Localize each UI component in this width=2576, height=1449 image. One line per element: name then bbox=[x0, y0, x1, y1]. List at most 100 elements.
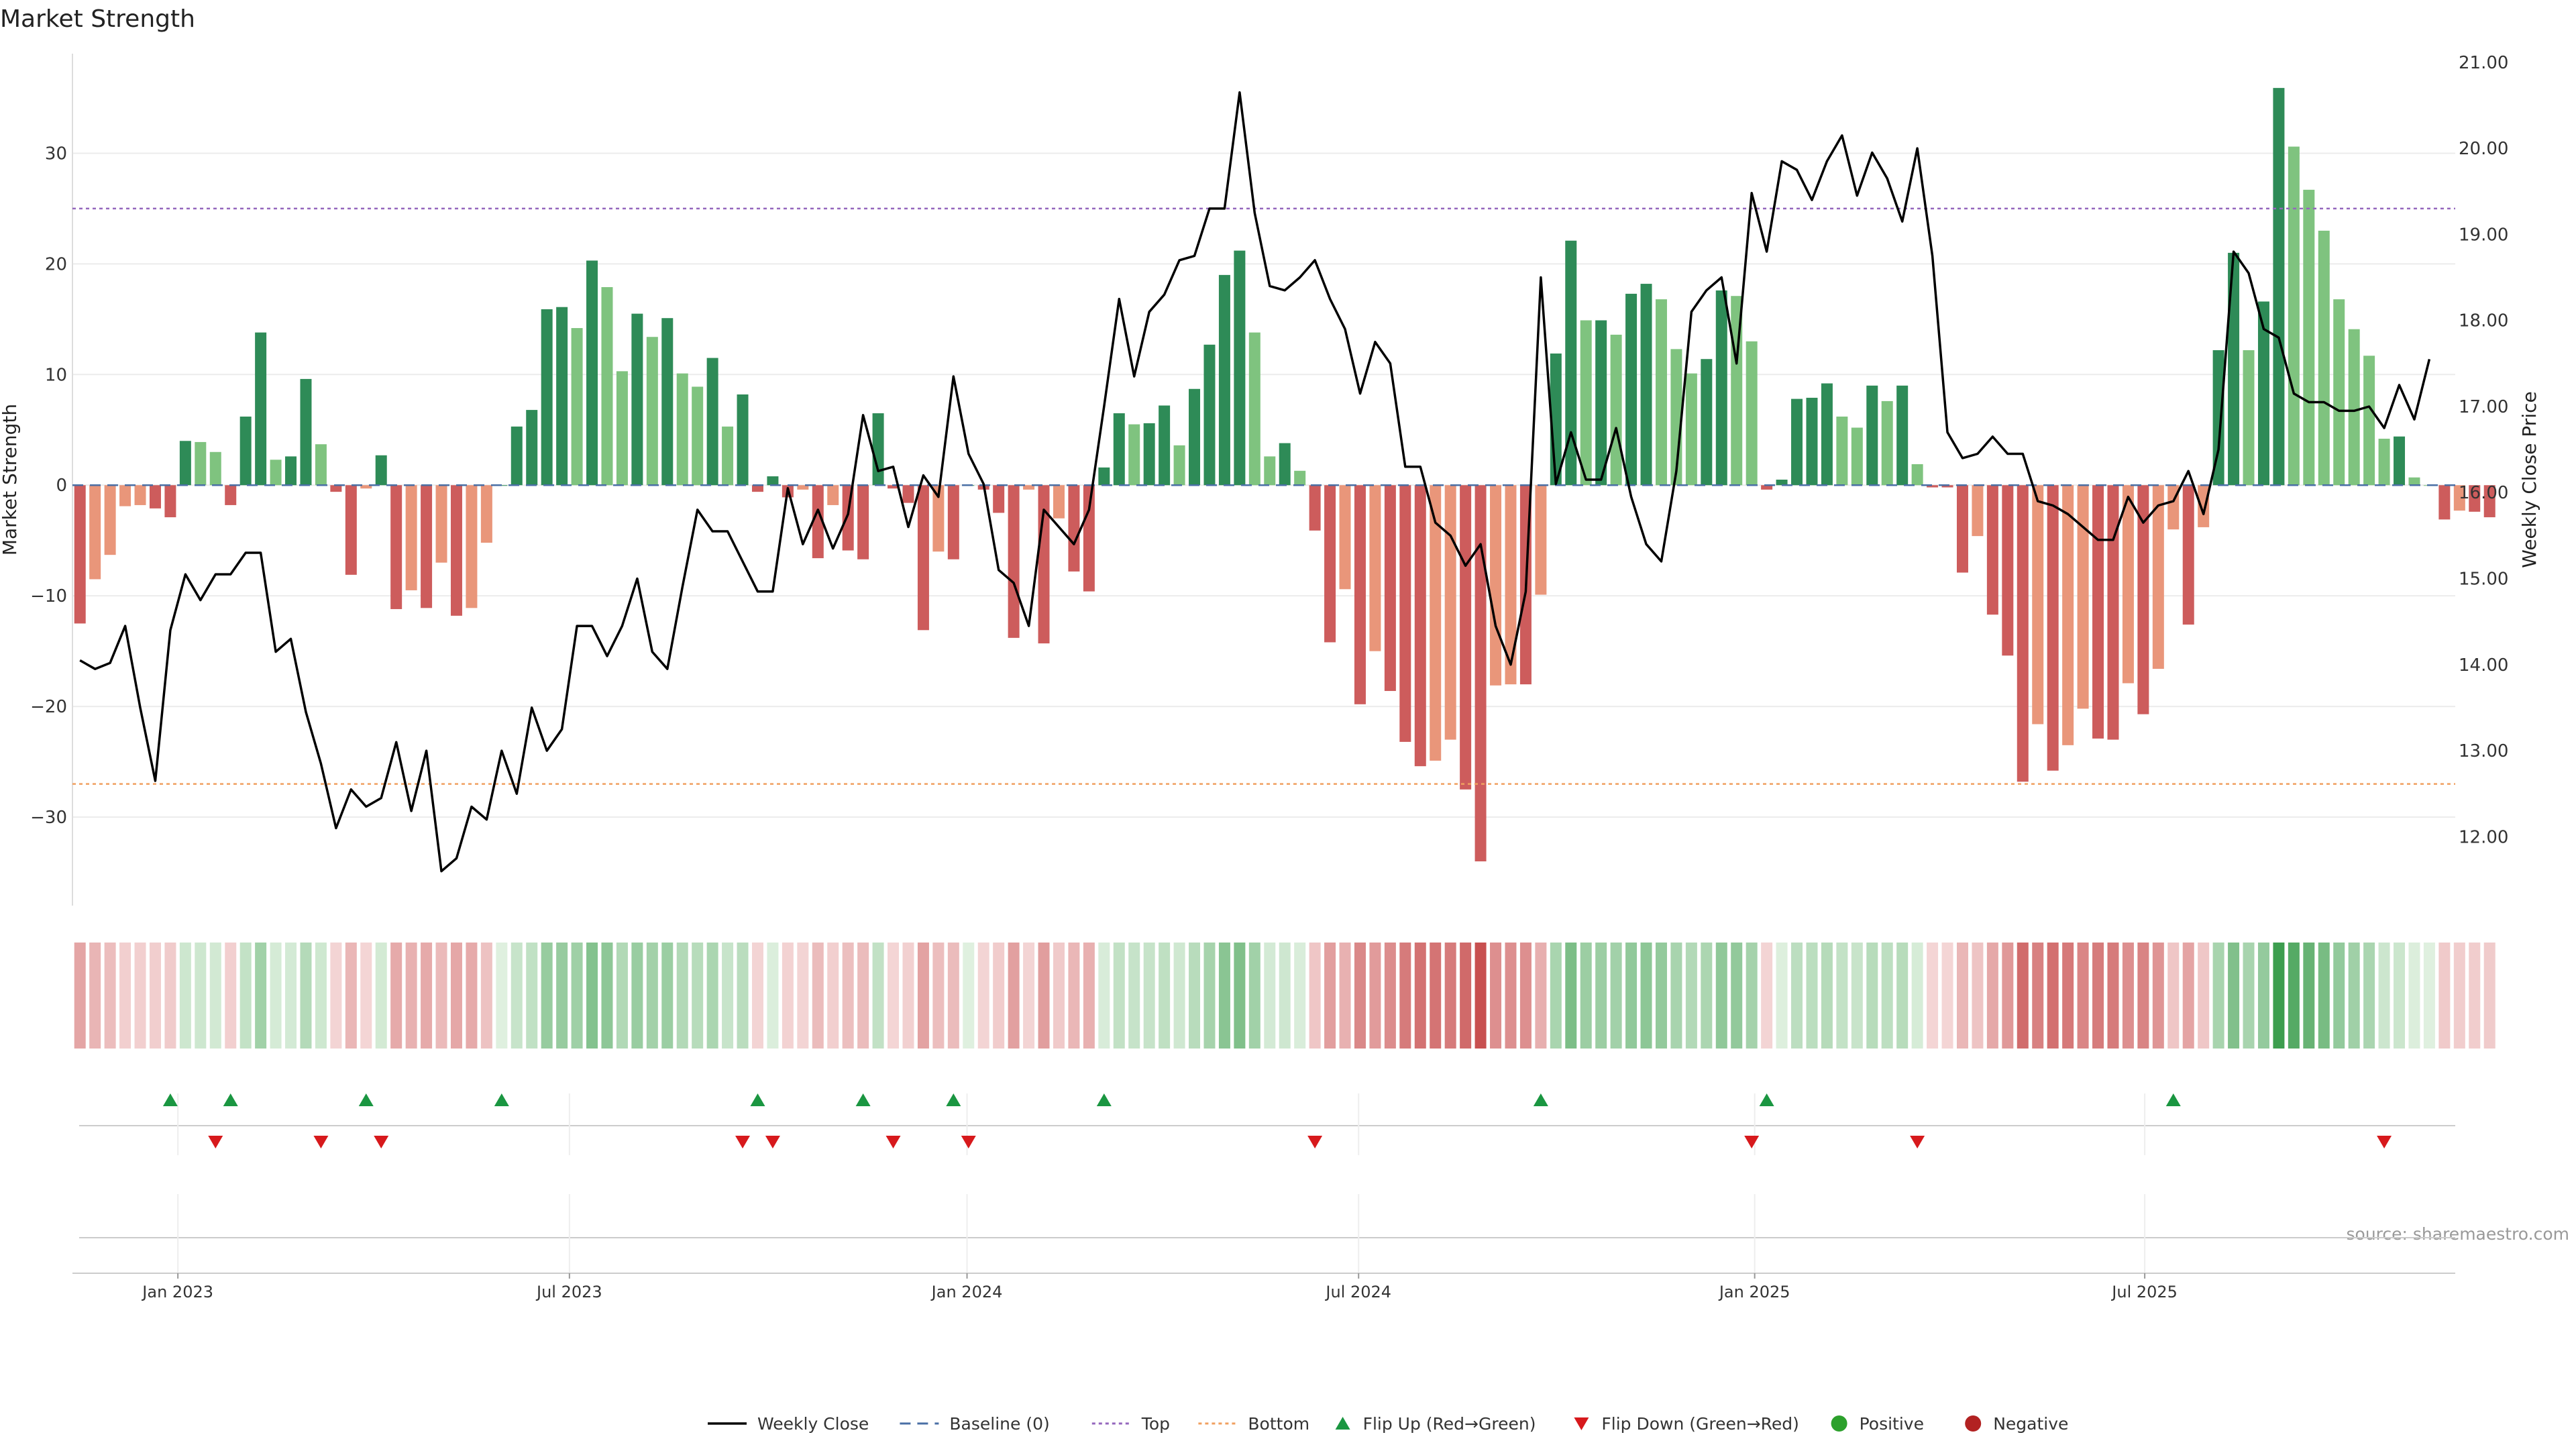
strength-bar bbox=[209, 451, 221, 486]
chart-title: Market Strength bbox=[0, 5, 195, 33]
strength-bar bbox=[2303, 189, 2315, 486]
flip-down-marker bbox=[2377, 1136, 2392, 1148]
strength-bar bbox=[1866, 385, 1878, 486]
strength-bar bbox=[2363, 356, 2375, 486]
heat-cell bbox=[2243, 943, 2255, 1049]
heat-cell bbox=[1143, 943, 1155, 1049]
x-tick-label: Jan 2024 bbox=[930, 1283, 1003, 1301]
flip-down-marker bbox=[1307, 1136, 1323, 1148]
heat-cell bbox=[435, 943, 447, 1049]
legend-label: Weekly Close bbox=[757, 1414, 869, 1434]
y-tick-label: 20 bbox=[45, 254, 67, 274]
heat-cell bbox=[2394, 943, 2406, 1049]
flip-up-marker bbox=[946, 1093, 961, 1106]
heat-cell bbox=[2198, 943, 2210, 1049]
flip-down-marker bbox=[765, 1136, 780, 1148]
strength-bar bbox=[1369, 485, 1381, 651]
heat-cell bbox=[1068, 943, 1080, 1049]
strength-bar bbox=[1173, 445, 1185, 486]
heat-cell bbox=[1731, 943, 1743, 1049]
heat-cell bbox=[2348, 943, 2360, 1049]
strength-bar bbox=[1444, 485, 1456, 740]
strength-bar bbox=[2453, 485, 2465, 511]
strength-bar bbox=[2122, 485, 2134, 684]
strength-bar bbox=[1384, 485, 1396, 692]
strength-bar bbox=[2077, 485, 2089, 709]
heat-cell bbox=[2257, 943, 2269, 1049]
heat-cell bbox=[2017, 943, 2029, 1049]
heat-cell bbox=[2047, 943, 2059, 1049]
strength-bar bbox=[2002, 485, 2014, 656]
heat-cell bbox=[947, 943, 959, 1049]
heat-cell bbox=[1218, 943, 1230, 1049]
strength-bar bbox=[947, 485, 959, 559]
y2-axis-label: Weekly Close Price bbox=[2518, 391, 2540, 568]
legend-label: Bottom bbox=[1248, 1414, 1309, 1434]
heat-cell bbox=[1038, 943, 1050, 1049]
heat-cell bbox=[1324, 943, 1336, 1049]
legend-item: Positive bbox=[1831, 1414, 1924, 1434]
strength-bar bbox=[1098, 467, 1110, 486]
heat-cell bbox=[1927, 943, 1939, 1049]
heat-cell bbox=[2122, 943, 2134, 1049]
y2-tick-label: 19.00 bbox=[2459, 225, 2508, 245]
strength-bar bbox=[421, 485, 433, 608]
heat-cell bbox=[2152, 943, 2164, 1049]
strength-bar bbox=[164, 485, 176, 518]
heat-cell bbox=[300, 943, 312, 1049]
heat-cell bbox=[1414, 943, 1426, 1049]
heat-cell bbox=[872, 943, 884, 1049]
heat-cell bbox=[2363, 943, 2375, 1049]
heat-cell bbox=[2062, 943, 2074, 1049]
legend-swatch bbox=[1574, 1417, 1589, 1430]
strength-bar bbox=[767, 476, 779, 486]
heat-cell bbox=[902, 943, 914, 1049]
heat-cell bbox=[827, 943, 839, 1049]
heat-cell bbox=[2483, 943, 2496, 1049]
heat-cell bbox=[631, 943, 643, 1049]
x-tick-label: Jan 2023 bbox=[141, 1283, 213, 1301]
strength-bar bbox=[676, 373, 688, 486]
strength-bar bbox=[149, 485, 161, 508]
heat-cell bbox=[390, 943, 402, 1049]
flip-up-marker bbox=[1096, 1093, 1112, 1106]
strength-bar bbox=[1490, 485, 1502, 686]
heat-cell bbox=[1565, 943, 1577, 1049]
legend-label: Top bbox=[1141, 1414, 1170, 1434]
strength-bar bbox=[1460, 485, 1472, 790]
strength-bar bbox=[1715, 290, 1727, 486]
flip-up-marker bbox=[494, 1093, 509, 1106]
heat-cell bbox=[1294, 943, 1306, 1049]
heat-cell bbox=[1023, 943, 1035, 1049]
heat-cell bbox=[2378, 943, 2390, 1049]
strength-bar bbox=[541, 309, 553, 486]
heat-cell bbox=[179, 943, 191, 1049]
heat-cell bbox=[74, 943, 86, 1049]
heat-cell bbox=[797, 943, 809, 1049]
heat-cell bbox=[1444, 943, 1456, 1049]
legend-label: Flip Down (Green→Red) bbox=[1601, 1414, 1799, 1434]
strength-bar bbox=[1505, 485, 1517, 685]
flip-up-marker bbox=[750, 1093, 765, 1106]
legend-item: Flip Down (Green→Red) bbox=[1574, 1414, 1799, 1434]
heat-cell bbox=[1640, 943, 1652, 1049]
strength-bar bbox=[1535, 485, 1547, 595]
strength-bar bbox=[239, 416, 252, 486]
heat-cell bbox=[1264, 943, 1276, 1049]
strength-bar bbox=[270, 460, 282, 486]
heat-cell bbox=[1941, 943, 1953, 1049]
strength-bar bbox=[1474, 485, 1487, 862]
strength-bar bbox=[435, 485, 447, 563]
strength-bar bbox=[661, 318, 674, 486]
heat-cell bbox=[1670, 943, 1682, 1049]
strength-bar bbox=[315, 444, 327, 486]
x-tick-label: Jan 2025 bbox=[1718, 1283, 1790, 1301]
strength-bar bbox=[2062, 485, 2074, 745]
heat-cell bbox=[888, 943, 900, 1049]
legend-label: Negative bbox=[1993, 1414, 2068, 1434]
strength-bar bbox=[993, 485, 1005, 513]
legend-item: Bottom bbox=[1198, 1414, 1309, 1434]
heat-cell bbox=[345, 943, 357, 1049]
heat-cell bbox=[1625, 943, 1638, 1049]
heat-cell bbox=[480, 943, 492, 1049]
